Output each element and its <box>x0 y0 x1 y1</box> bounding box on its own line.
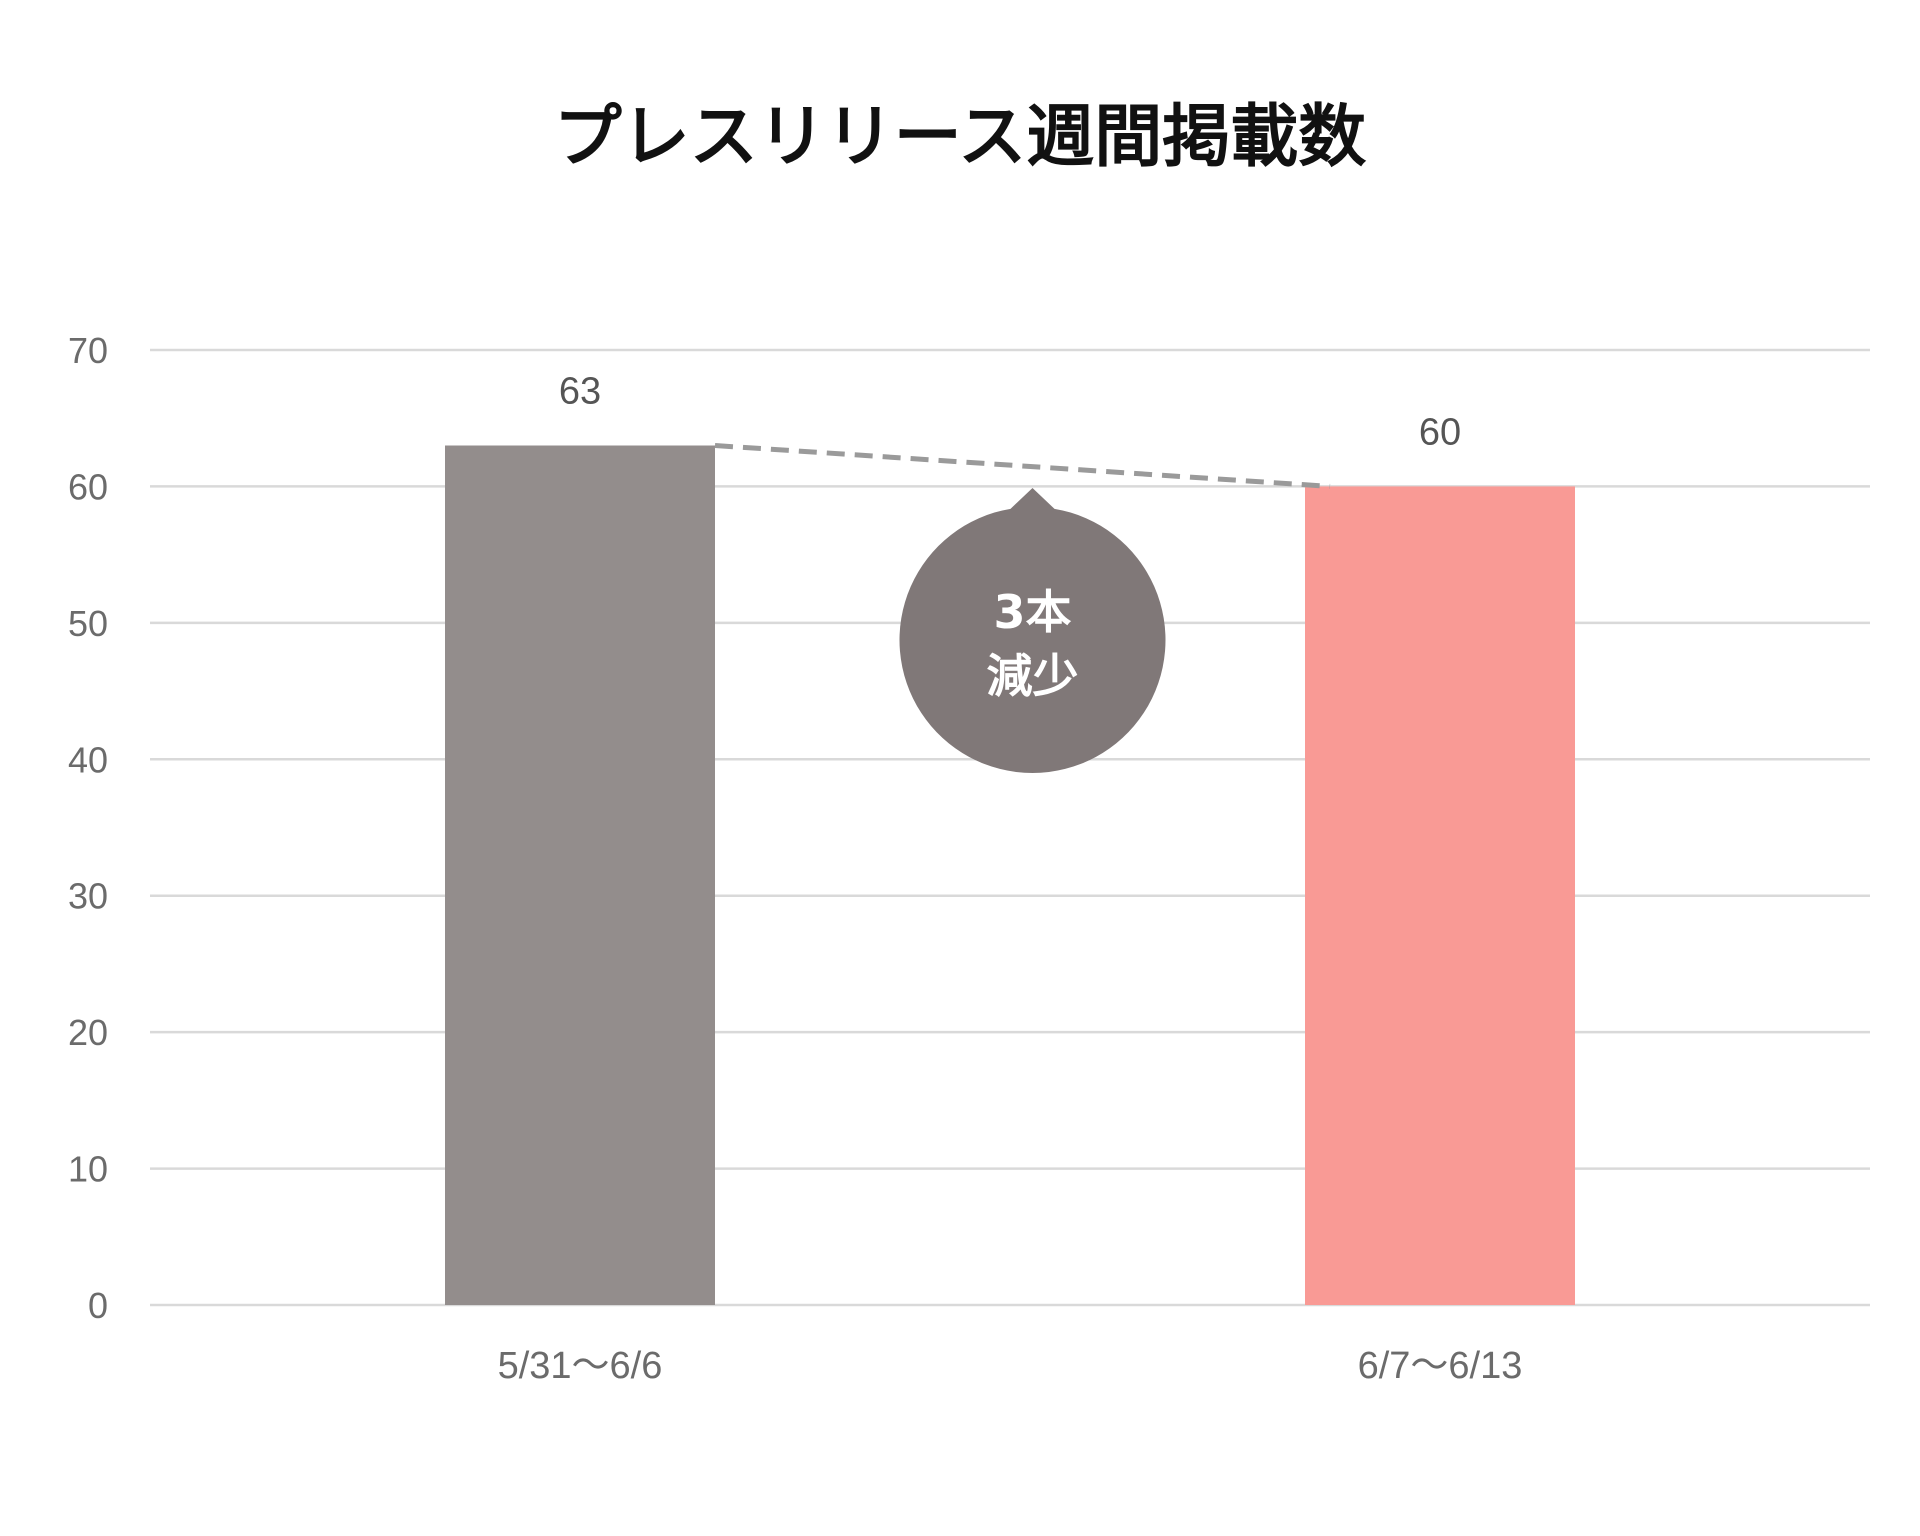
difference-badge-bubble <box>899 488 1166 773</box>
data-label-2: 60 <box>1419 411 1461 453</box>
x-tick-label-1: 5/31〜6/6 <box>498 1345 663 1387</box>
difference-badge: 3本 減少 <box>899 488 1166 773</box>
y-tick-label-30: 30 <box>68 876 108 917</box>
difference-badge-line2: 減少 <box>987 649 1079 703</box>
bar-2 <box>1305 486 1575 1305</box>
difference-badge-line1: 3本 <box>993 585 1071 639</box>
y-tick-label-40: 40 <box>68 739 108 780</box>
bars <box>445 445 1575 1305</box>
connector-line <box>714 443 1331 489</box>
data-label-1: 63 <box>559 371 601 413</box>
y-tick-label-0: 0 <box>88 1285 108 1326</box>
y-tick-label-70: 70 <box>68 330 108 371</box>
data-labels: 63 60 <box>559 371 1461 454</box>
connector <box>714 443 1331 489</box>
x-tick-label-2: 6/7〜6/13 <box>1358 1345 1523 1387</box>
y-axis-ticks: 0 10 20 30 40 50 60 70 <box>68 330 108 1326</box>
y-tick-label-20: 20 <box>68 1012 108 1053</box>
y-tick-label-50: 50 <box>68 603 108 644</box>
gridlines <box>150 348 1870 1307</box>
y-tick-label-10: 10 <box>68 1149 108 1190</box>
y-tick-label-60: 60 <box>68 466 108 507</box>
chart-title: プレスリリース週間掲載数 <box>554 98 1367 177</box>
bar-1 <box>445 445 715 1305</box>
x-axis-labels: 5/31〜6/6 6/7〜6/13 <box>498 1345 1523 1387</box>
